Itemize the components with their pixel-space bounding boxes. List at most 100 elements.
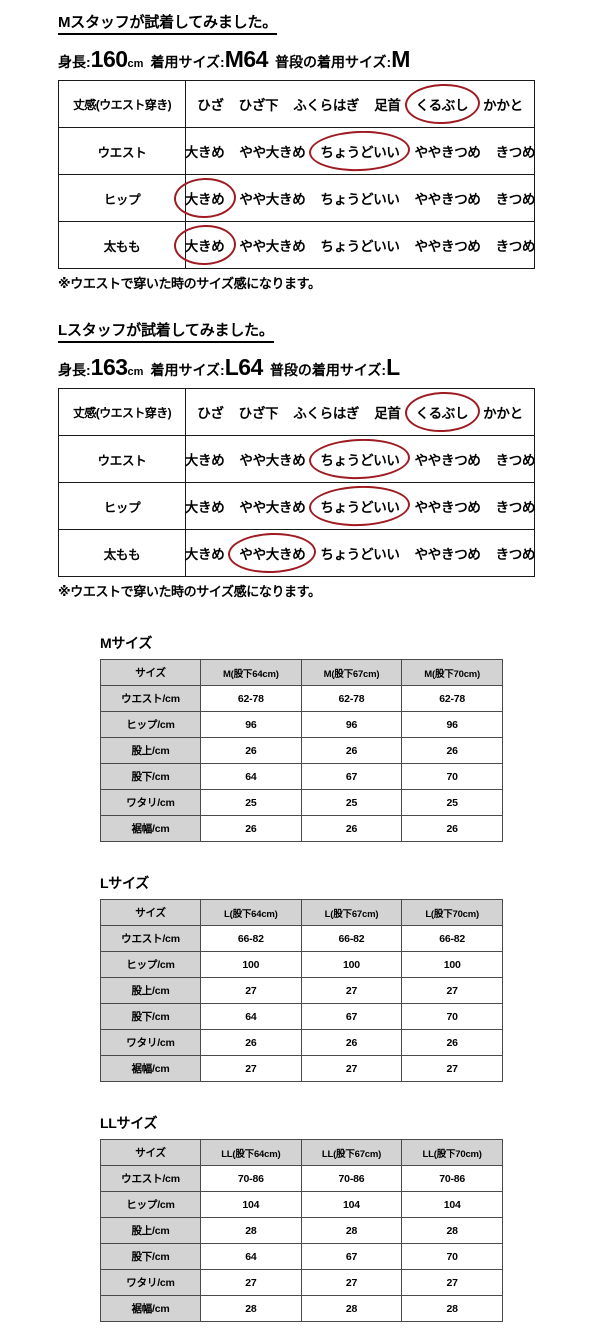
measurement-table-title: Lサイズ [100,875,149,891]
measurement-row-label: ワタリ/cm [100,1269,201,1296]
measurement-value: 70 [401,763,503,790]
fit-row-label: 丈感(ウエスト穿き) [58,80,186,128]
measurement-row: 裾幅/cm 28 28 28 [100,1295,503,1322]
fit-option[interactable]: 大きめ [184,453,225,468]
measurement-size-header: LL(股下67cm) [300,1139,403,1166]
fit-option[interactable]: きつめ [495,547,536,562]
fit-option-selected[interactable]: 大きめ [183,185,227,211]
fit-option[interactable]: ややきつめ [414,239,481,254]
fit-option[interactable]: 足首 [374,98,401,113]
fit-option[interactable]: 足首 [374,406,401,421]
fit-option-selected[interactable]: ちょうどいい [318,138,401,164]
fit-table-row: 太もも 大きめ やや大きめ ちょうどいい ややきつめ きつめ [58,529,536,577]
measurement-value: 27 [401,977,503,1004]
measurement-row: 股下/cm 64 67 70 [100,763,503,790]
fit-option[interactable]: きつめ [495,453,536,468]
measurement-row-label: ウエスト/cm [100,925,201,952]
fit-option[interactable]: ややきつめ [414,145,481,160]
measurement-size-header: M(股下64cm) [200,659,302,686]
worn-size-value: L64 [224,354,264,380]
measurement-row-label: 裾幅/cm [100,1295,201,1322]
staff-heading: Lスタッフが試着してみました。 [58,322,274,343]
fit-option[interactable]: ちょうどいい [320,547,400,562]
fit-options-cell: 大きめ やや大きめ ちょうどいい ややきつめ きつめ [184,529,536,577]
fit-option[interactable]: やや大きめ [239,192,306,207]
fit-option[interactable]: かかと [483,406,523,421]
measurement-row-label: 裾幅/cm [100,815,201,842]
fit-option[interactable]: きつめ [495,192,536,207]
fit-option[interactable]: ひざ [197,98,224,113]
measurement-value: 70-86 [401,1165,503,1192]
staff-heading-wrap: Mスタッフが試着してみました。 [0,14,600,35]
fit-option[interactable]: ちょうどいい [320,239,400,254]
measurement-row: 裾幅/cm 27 27 27 [100,1055,503,1082]
staff-heading: Mスタッフが試着してみました。 [58,14,277,35]
fit-option[interactable]: ひざ下 [238,98,279,113]
measurement-row-label: 股下/cm [100,1003,201,1030]
fit-option[interactable]: きつめ [495,500,536,515]
fit-options-row: 大きめ やや大きめ ちょうどいい ややきつめ きつめ [184,540,536,566]
fit-option-selected[interactable]: やや大きめ [237,540,307,566]
fit-option-selected[interactable]: 大きめ [183,232,227,258]
fit-options-cell: 大きめ やや大きめ ちょうどいい ややきつめ きつめ [183,221,536,269]
fit-table-row: ヒップ 大きめ やや大きめ ちょうどいい ややきつめ きつめ [58,482,536,530]
worn-size-label: 着用サイズ: [150,54,225,70]
measurement-header-row: サイズ L(股下64cm) L(股下67cm) L(股下70cm) [100,899,503,926]
fit-option[interactable]: ややきつめ [414,547,481,562]
measurement-value: 64 [200,1243,302,1270]
fit-option[interactable]: ふくらはぎ [293,406,360,421]
measurement-value: 96 [401,711,503,738]
fit-option[interactable]: やや大きめ [239,145,306,160]
measurement-corner-header: サイズ [100,659,201,686]
fit-option-selected[interactable]: ちょうどいい [318,446,401,472]
measurement-size-header: L(股下70cm) [401,899,503,926]
fit-option[interactable]: ややきつめ [414,500,481,515]
measurement-value: 62-78 [300,685,403,712]
measurement-value: 67 [300,763,403,790]
fit-option-selected[interactable]: くるぶし [414,91,471,117]
fit-option[interactable]: きつめ [495,239,536,254]
measurement-row: ワタリ/cm 25 25 25 [100,789,503,816]
measurement-value: 70-86 [200,1165,302,1192]
fit-option[interactable]: ひざ [197,406,224,421]
fit-option[interactable]: やや大きめ [239,239,306,254]
fit-option-selected[interactable]: ちょうどいい [318,493,401,519]
fit-option-selected[interactable]: くるぶし [414,399,471,425]
fit-option[interactable]: かかと [483,98,523,113]
fit-option[interactable]: ちょうどいい [320,192,400,207]
worn-size-label: 着用サイズ: [150,362,225,378]
measurement-row: 股上/cm 26 26 26 [100,737,503,764]
fit-option[interactable]: やや大きめ [239,453,306,468]
fit-options-row: 大きめ やや大きめ ちょうどいい ややきつめ きつめ [184,138,536,164]
measurement-row: ウエスト/cm 66-82 66-82 66-82 [100,925,503,952]
fit-row-label: 丈感(ウエスト穿き) [58,388,186,436]
measurement-value: 62-78 [401,685,503,712]
fit-option[interactable]: ややきつめ [414,192,481,207]
fit-option[interactable]: やや大きめ [239,500,306,515]
measurement-value: 26 [401,737,503,764]
fit-option[interactable]: きつめ [495,145,536,160]
usual-size-label: 普段の着用サイズ: [274,54,392,70]
fit-table-row: 丈感(ウエスト穿き) ひざ ひざ下 ふくらはぎ 足首 くるぶし かかと [58,80,535,128]
measurement-value: 70 [401,1003,503,1030]
fit-option[interactable]: 大きめ [184,145,225,160]
fit-impression-table: 丈感(ウエスト穿き) ひざ ひざ下 ふくらはぎ 足首 くるぶし かかと ウエスト 大きめ やや大き… [58,80,536,269]
fit-option[interactable]: 大きめ [184,500,225,515]
measurement-value: 27 [300,1055,403,1082]
measurement-row: 股下/cm 64 67 70 [100,1003,503,1030]
measurement-row: ウエスト/cm 62-78 62-78 62-78 [100,685,503,712]
fit-option[interactable]: ひざ下 [238,406,279,421]
fit-options-cell: ひざ ひざ下 ふくらはぎ 足首 くるぶし かかと [185,388,535,436]
measurement-value: 27 [200,977,302,1004]
measurement-value: 26 [401,1029,503,1056]
fit-option[interactable]: 大きめ [184,547,225,562]
measurement-value: 26 [300,1029,403,1056]
fit-option[interactable]: ややきつめ [414,453,481,468]
measurement-table: サイズ L(股下64cm) L(股下67cm) L(股下70cm) ウエスト/cm 66-… [100,899,503,1082]
measurement-row-label: 裾幅/cm [100,1055,201,1082]
fit-table-row: ヒップ 大きめ やや大きめ ちょうどいい ややきつめ きつめ [58,174,536,222]
fit-option[interactable]: ふくらはぎ [293,98,360,113]
measurement-value: 27 [200,1269,302,1296]
measurement-value: 27 [401,1269,503,1296]
fit-impression-table: 丈感(ウエスト穿き) ひざ ひざ下 ふくらはぎ 足首 くるぶし かかと ウエスト 大きめ やや大き… [58,388,536,577]
